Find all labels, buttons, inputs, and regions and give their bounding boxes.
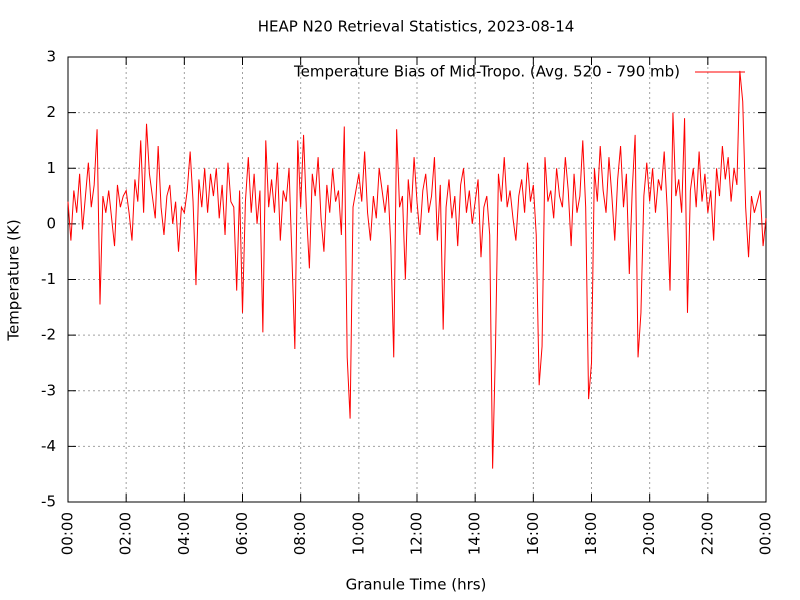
x-tick-label: 12:00 <box>408 512 426 555</box>
y-tick-label: 2 <box>46 103 56 121</box>
data-line <box>67 70 767 469</box>
x-tick-label: 02:00 <box>117 512 135 555</box>
x-tick-label: 22:00 <box>698 512 716 555</box>
x-tick-label: 08:00 <box>291 512 309 555</box>
y-tick-label: -3 <box>41 381 56 399</box>
x-tick-label: 16:00 <box>524 512 542 555</box>
y-tick-label: -1 <box>41 270 56 288</box>
y-tick-label: -5 <box>41 493 56 511</box>
x-tick-label: 20:00 <box>640 512 658 555</box>
y-tick-label: -4 <box>41 437 56 455</box>
y-tick-label: 1 <box>46 159 56 177</box>
y-tick-label: 3 <box>46 48 56 66</box>
x-tick-label: 00:00 <box>757 512 775 555</box>
x-tick-label: 00:00 <box>59 512 77 555</box>
legend-label: Temperature Bias of Mid-Tropo. (Avg. 520… <box>293 63 680 81</box>
y-tick-label: 0 <box>46 214 56 232</box>
x-tick-label: 14:00 <box>466 512 484 555</box>
x-tick-label: 06:00 <box>233 512 251 555</box>
y-axis-label: Temperature (K) <box>5 219 23 341</box>
x-tick-label: 04:00 <box>175 512 193 555</box>
y-tick-label: -2 <box>41 326 56 344</box>
x-axis-label: Granule Time (hrs) <box>346 576 487 594</box>
chart-title: HEAP N20 Retrieval Statistics, 2023-08-1… <box>258 18 575 36</box>
plot-frame <box>67 56 767 503</box>
x-tick-label: 10:00 <box>349 512 367 555</box>
x-tick-label: 18:00 <box>582 512 600 555</box>
